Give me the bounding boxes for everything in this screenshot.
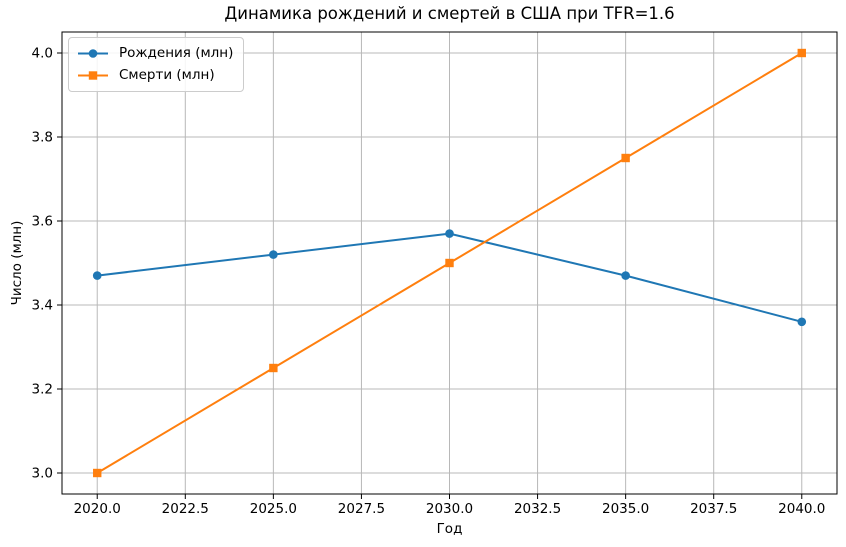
svg-text:2040.0: 2040.0 bbox=[778, 501, 825, 517]
legend-label-deaths: Смерти (млн) bbox=[119, 67, 215, 83]
svg-text:4.0: 4.0 bbox=[32, 46, 53, 62]
svg-text:2035.0: 2035.0 bbox=[602, 501, 649, 517]
legend-item-births: Рождения (млн) bbox=[77, 44, 233, 62]
legend-item-deaths: Смерти (млн) bbox=[77, 66, 233, 84]
svg-text:2020.0: 2020.0 bbox=[74, 501, 121, 517]
svg-text:3.0: 3.0 bbox=[32, 466, 53, 482]
x-axis-label: Год bbox=[436, 521, 463, 537]
svg-text:2025.0: 2025.0 bbox=[250, 501, 297, 517]
svg-text:3.2: 3.2 bbox=[32, 382, 53, 398]
svg-text:2022.5: 2022.5 bbox=[162, 501, 209, 517]
svg-text:2032.5: 2032.5 bbox=[514, 501, 561, 517]
line-circle-marker-icon bbox=[78, 48, 108, 58]
legend-label-births: Рождения (млн) bbox=[119, 45, 234, 61]
svg-text:3.4: 3.4 bbox=[32, 298, 53, 314]
svg-text:2027.5: 2027.5 bbox=[338, 501, 385, 517]
svg-text:3.8: 3.8 bbox=[32, 130, 53, 146]
svg-text:2030.0: 2030.0 bbox=[426, 501, 473, 517]
legend: Рождения (млн) Смерти (млн) bbox=[68, 37, 245, 92]
line-square-marker-icon bbox=[78, 70, 108, 80]
svg-text:3.6: 3.6 bbox=[32, 214, 53, 230]
chart-title: Динамика рождений и смертей в США при TF… bbox=[224, 4, 675, 23]
svg-text:2037.5: 2037.5 bbox=[690, 501, 737, 517]
